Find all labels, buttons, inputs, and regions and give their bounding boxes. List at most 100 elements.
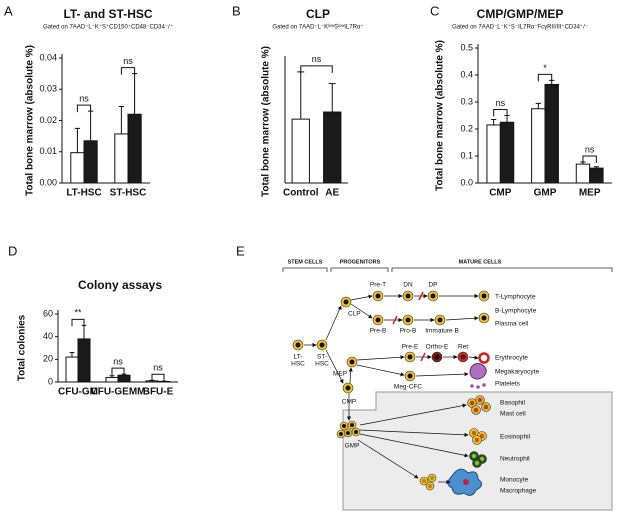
arrow	[356, 364, 405, 377]
significance-bracket	[537, 73, 553, 82]
error-bar	[490, 119, 497, 125]
nucleus	[349, 359, 355, 365]
arrow	[350, 303, 373, 319]
bar	[323, 111, 342, 184]
bar	[65, 356, 79, 383]
y-axis-label: Total bone marrow (absolute %)	[435, 40, 446, 191]
x-tick-label: ST-HSC	[110, 188, 147, 199]
cell-label: CLP	[348, 311, 361, 318]
error-bar	[328, 83, 336, 113]
block-mark	[420, 352, 426, 362]
bar	[544, 83, 559, 184]
chart-subtitle: Gated on 7AAD⁻L⁻K⁺S⁺CD150⁺CD48⁻CD34⁻/⁺	[43, 24, 173, 31]
error-bar	[535, 102, 541, 109]
panel-letter: D	[8, 243, 17, 258]
cell-label: Plasma cell	[495, 321, 529, 328]
bar	[83, 140, 98, 184]
x-tick-label: CFU-GEMM	[91, 387, 146, 398]
megakaryocyte	[469, 363, 487, 380]
nucleus	[345, 385, 351, 391]
stage-header: PROGENITORS	[340, 259, 381, 265]
panel-letter: A	[4, 3, 13, 18]
significance-label: **	[74, 308, 82, 318]
panel-letter: E	[236, 243, 245, 258]
cell-label: CMP	[342, 399, 356, 406]
bar	[117, 374, 131, 383]
arrow	[325, 349, 344, 384]
nucleus	[354, 430, 358, 434]
error-bar	[109, 375, 115, 378]
cell-label: HSC	[291, 361, 305, 368]
significance-bracket	[582, 155, 597, 163]
chart-title: CMP/GMP/MEP	[477, 7, 564, 21]
nucleus	[473, 407, 479, 413]
nucleus	[319, 342, 325, 348]
cell-label: Erythrocyte	[495, 355, 528, 362]
significance-label: ns	[113, 356, 123, 366]
bar	[499, 121, 515, 184]
cell-label: B-Lymphocyte	[495, 308, 537, 315]
bar	[575, 163, 591, 184]
nucleus	[437, 317, 443, 323]
cell-label: LT-	[294, 354, 303, 361]
significance-label: ns	[585, 144, 595, 154]
x-tick-label: AE	[325, 188, 339, 199]
y-tick-label: 0.02	[39, 115, 57, 125]
y-axis-label: Total bone marrow (absolute %)	[25, 45, 36, 196]
bar	[70, 152, 85, 184]
bar	[291, 118, 310, 184]
nucleus	[339, 432, 343, 436]
y-tick-label: 40	[43, 331, 53, 341]
error-bar	[118, 105, 125, 134]
error-bar	[504, 115, 510, 123]
error-bar	[74, 127, 81, 153]
y-tick-label: 60	[43, 308, 53, 318]
significance-label: ns	[496, 98, 506, 108]
nucleus	[375, 293, 381, 299]
nucleus	[295, 342, 301, 348]
cell-label: MEP	[333, 371, 347, 378]
cell-label: Pre-T	[370, 282, 386, 289]
significance-bracket	[300, 65, 333, 73]
cell-label: Ret	[458, 344, 468, 351]
bar	[589, 167, 604, 184]
arrow	[356, 355, 405, 361]
cell-label: HSC	[315, 361, 329, 368]
cell-label: Platelets	[495, 381, 521, 388]
bar	[114, 133, 129, 184]
chart-title: CLP	[306, 7, 330, 21]
cell-label: Immature B	[425, 328, 459, 335]
erythrocyte	[478, 352, 490, 364]
cell-label: Neutrophil	[500, 456, 530, 463]
chart-subtitle: Gated on 7AAD⁻L⁻K⁺S⁻IL7Rα⁻FcγRII/III⁺CD3…	[452, 24, 588, 31]
x-tick-label: BFU-E	[143, 387, 174, 398]
arrow	[445, 316, 479, 321]
nucleus	[422, 479, 426, 483]
chart-subtitle: Gated on 7AAD⁻L⁻KˡᵒʷSˡᵒʷIL7Rα⁺	[272, 24, 363, 31]
arrow	[325, 305, 342, 341]
error-bar	[297, 71, 305, 120]
cell-label: Pre-B	[370, 328, 387, 335]
arrow	[468, 355, 479, 360]
cell-label: Mast cell	[500, 411, 526, 418]
platelet	[482, 383, 486, 387]
cell-label: Macrophage	[500, 488, 537, 495]
nucleus	[428, 484, 432, 488]
nucleus	[434, 354, 440, 360]
y-tick-label: 0.0	[460, 177, 473, 187]
chart-title: LT- and ST-HSC	[63, 7, 152, 21]
significance-bracket	[111, 367, 125, 376]
arrow	[359, 433, 469, 458]
nucleus	[477, 397, 483, 403]
x-tick-label: GMP	[534, 188, 557, 199]
y-tick-label: 0.2	[460, 123, 473, 133]
y-tick-label: 0.03	[39, 84, 57, 94]
cell-label: Ortho-E	[426, 344, 449, 351]
cell-label: Megakaryocyte	[495, 369, 539, 376]
nucleus	[430, 293, 436, 299]
nucleus	[405, 293, 411, 299]
significance-label: ns	[153, 363, 163, 373]
cell-label: Pre-E	[402, 344, 419, 351]
y-tick-label: 0.4	[460, 69, 473, 79]
